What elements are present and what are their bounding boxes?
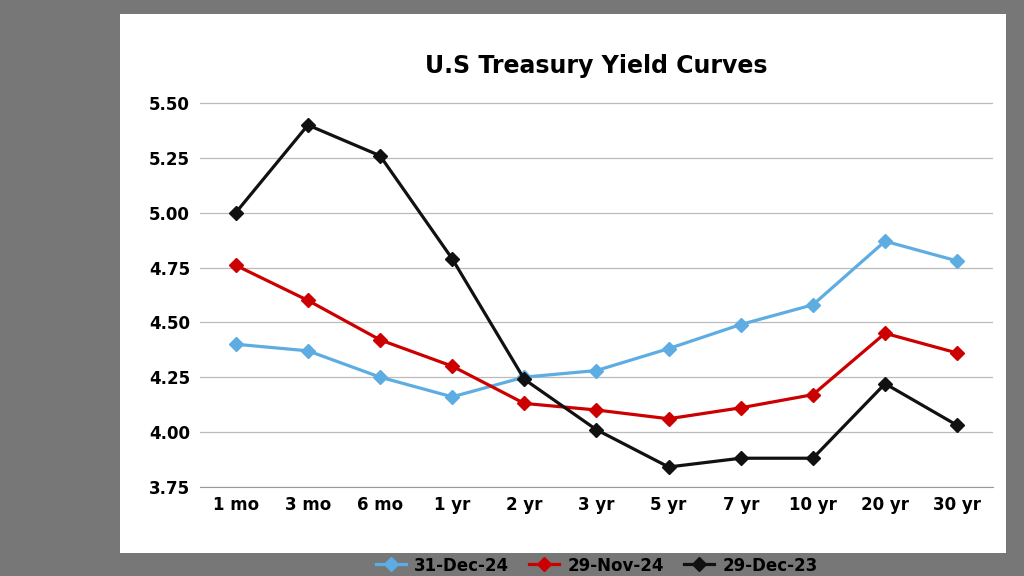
29-Nov-24 [807,391,819,398]
Line: 29-Nov-24: 29-Nov-24 [230,260,963,423]
29-Dec-23 [374,152,386,159]
29-Dec-23 [951,422,964,429]
29-Dec-23 [302,122,314,128]
29-Dec-23 [734,455,746,462]
Line: 29-Dec-23: 29-Dec-23 [230,120,963,472]
31-Dec-24 [879,238,891,245]
31-Dec-24 [590,367,602,374]
29-Dec-23 [663,464,675,471]
Legend: 31-Dec-24, 29-Nov-24, 29-Dec-23: 31-Dec-24, 29-Nov-24, 29-Dec-23 [369,550,824,576]
29-Dec-23 [879,380,891,387]
31-Dec-24 [446,393,459,400]
29-Dec-23 [229,209,242,216]
29-Nov-24 [229,262,242,269]
29-Nov-24 [951,350,964,357]
29-Dec-23 [518,376,530,383]
31-Dec-24 [663,345,675,352]
29-Nov-24 [518,400,530,407]
29-Nov-24 [734,404,746,411]
29-Dec-23 [590,426,602,433]
Title: U.S Treasury Yield Curves: U.S Treasury Yield Curves [425,54,768,78]
29-Nov-24 [590,407,602,414]
29-Dec-23 [446,255,459,262]
31-Dec-24 [229,341,242,348]
31-Dec-24 [302,347,314,354]
29-Nov-24 [663,415,675,422]
31-Dec-24 [374,374,386,381]
31-Dec-24 [951,257,964,264]
31-Dec-24 [807,301,819,308]
31-Dec-24 [518,374,530,381]
29-Nov-24 [374,336,386,343]
31-Dec-24 [734,321,746,328]
29-Nov-24 [446,363,459,370]
29-Dec-23 [807,455,819,462]
29-Nov-24 [879,330,891,337]
29-Nov-24 [302,297,314,304]
Line: 31-Dec-24: 31-Dec-24 [230,236,963,401]
